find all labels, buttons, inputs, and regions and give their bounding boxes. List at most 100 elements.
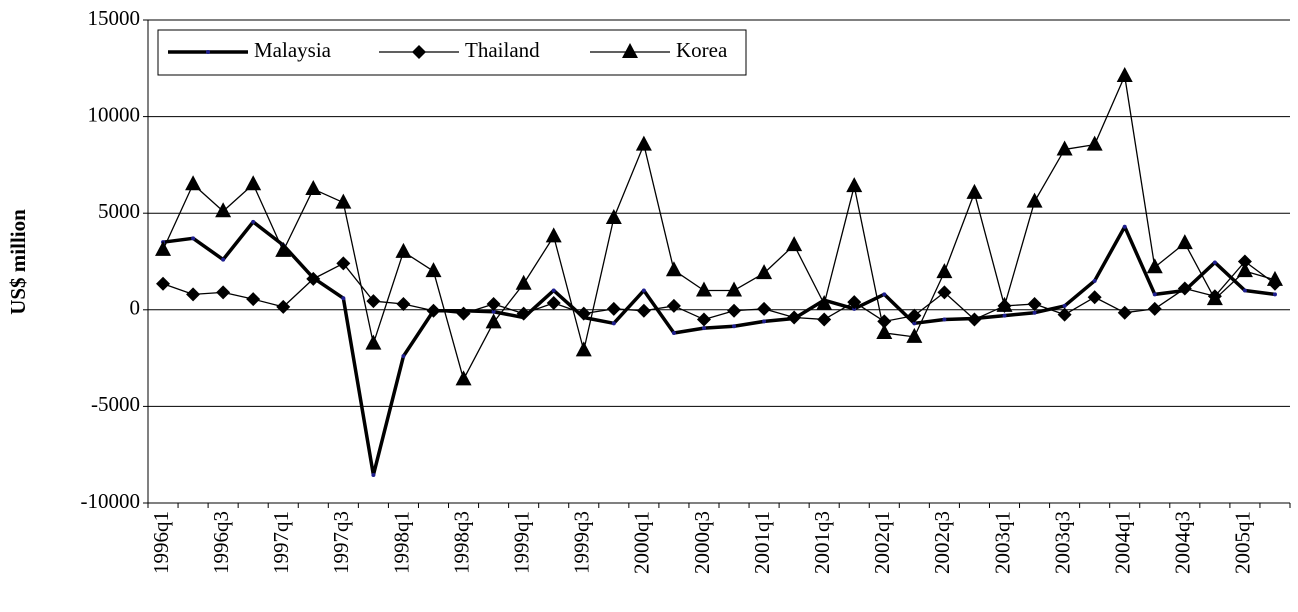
point [907,308,922,323]
point [1026,192,1043,208]
point [1146,258,1163,274]
point [1027,297,1042,312]
y-tick-label: 10000 [88,102,141,126]
point [365,334,382,350]
x-tick-label: 1999q1 [509,511,533,574]
point [491,309,496,314]
point [641,288,646,293]
point [757,301,772,316]
point [1057,307,1072,322]
x-tick-label: 1997q1 [269,511,293,574]
point [726,281,743,297]
legend-marker [206,50,210,54]
x-tick-label: 2003q3 [1050,511,1074,574]
point [1152,292,1157,297]
point [1176,234,1193,250]
point [576,306,591,321]
x-tick-label: 1998q3 [449,511,473,574]
y-tick-label: 0 [130,296,141,320]
point [1086,135,1103,151]
point [306,271,321,286]
point [276,299,291,314]
point [545,227,562,243]
point [485,313,502,329]
point [967,312,982,327]
point [215,202,232,218]
y-tick-label: -5000 [91,392,140,416]
y-axis-label: US$ million [6,209,30,315]
point [1032,310,1037,315]
point [1002,313,1007,318]
legend-label: Thailand [465,38,540,62]
point [366,294,381,309]
point [877,314,892,329]
legend-label: Korea [676,38,728,62]
series-line [162,75,1276,381]
x-tick-label: 2002q3 [930,511,954,574]
y-tick-label: -10000 [81,489,141,513]
x-tick-label: 2004q3 [1171,511,1195,574]
x-tick-label: 1996q3 [209,511,233,574]
point [486,297,501,312]
point [732,324,737,329]
point [426,303,441,318]
y-tick-label: 15000 [88,6,141,30]
point [305,180,322,196]
point [245,175,262,191]
point [1062,303,1067,308]
point [395,242,412,258]
point [936,263,953,279]
point [695,281,712,297]
point [156,276,171,291]
point [1272,292,1277,297]
point [401,354,406,359]
point [762,319,767,324]
point [1242,288,1247,293]
x-tick-label: 2001q1 [750,511,774,574]
y-tick-label: 5000 [98,199,140,223]
x-tick-label: 1999q3 [570,511,594,574]
point [191,236,196,241]
x-tick-label: 2000q1 [630,511,654,574]
point [251,219,256,224]
point [515,274,532,290]
point [727,303,742,318]
point [665,261,682,277]
x-tick-label: 2000q3 [690,511,714,574]
point [1117,305,1132,320]
point [1147,301,1162,316]
point [1116,67,1133,83]
point [575,341,592,357]
point [1177,281,1192,296]
point [425,262,442,278]
point [786,236,803,252]
point [275,241,292,257]
point [1056,140,1073,156]
point [817,312,832,327]
x-tick-label: 1996q1 [149,511,173,574]
point [455,370,472,386]
point [371,472,376,477]
x-tick-label: 2003q1 [990,511,1014,574]
point [1237,254,1252,269]
point [696,312,711,327]
point [396,297,411,312]
x-tick-label: 1997q3 [329,511,353,574]
point [966,183,983,199]
legend-marker [412,45,426,59]
point [1092,278,1097,283]
point [1206,290,1223,306]
point [546,296,561,311]
point [516,306,531,321]
point [606,301,621,316]
point [336,256,351,271]
x-tick-label: 2005q1 [1231,511,1255,574]
point [996,296,1013,312]
x-tick-label: 2001q3 [810,511,834,574]
point [882,292,887,297]
series-line [162,220,1276,477]
point [246,292,261,307]
point [611,321,616,326]
point [635,135,652,151]
